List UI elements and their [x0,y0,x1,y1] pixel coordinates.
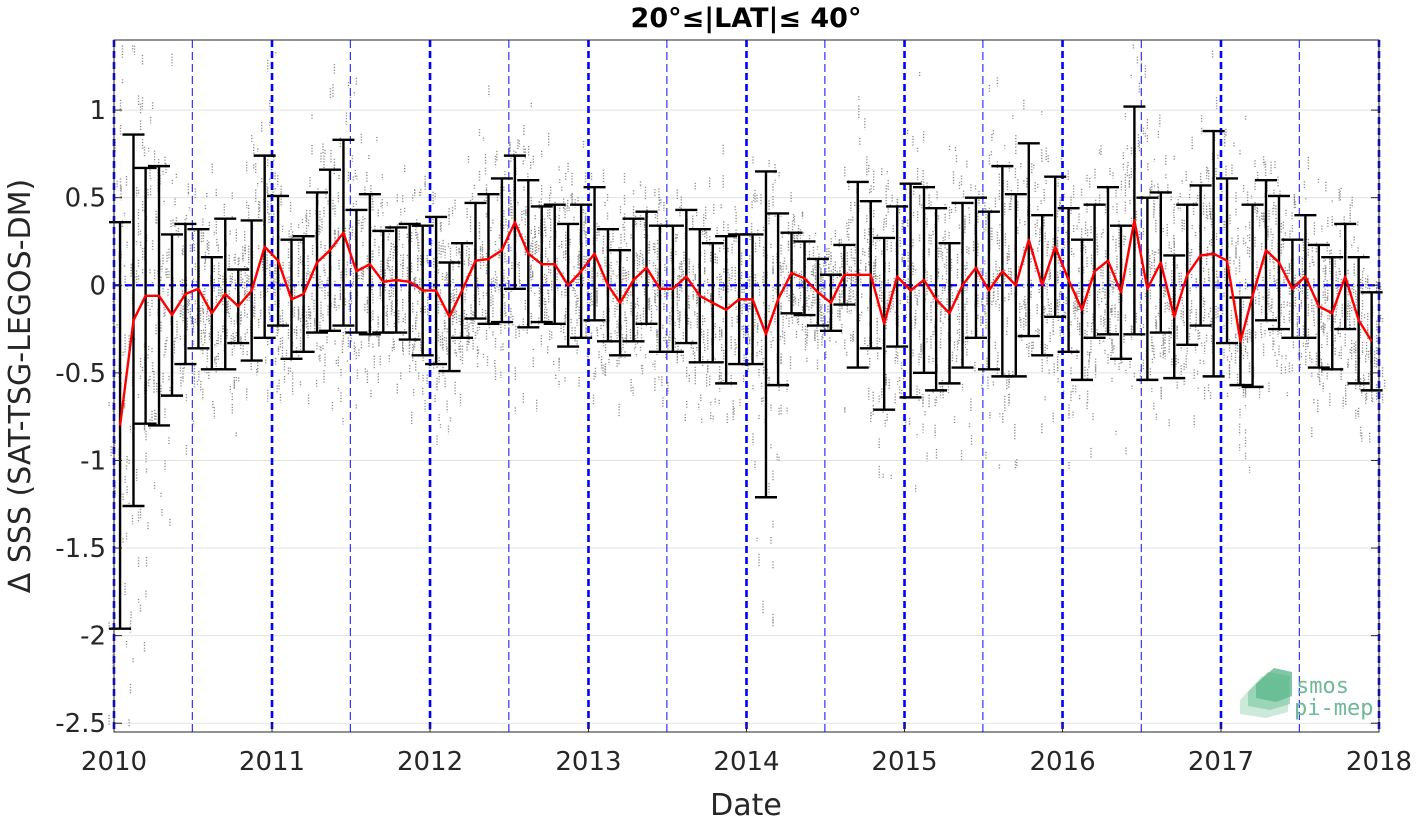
scatter-points [108,44,1386,727]
y-tick-label: 0.5 [65,184,106,214]
x-tick-label: 2014 [713,747,779,777]
y-tick-label: -2 [80,622,106,652]
scatter-cloud [108,44,1386,727]
logo-text-smos: smos [1296,674,1349,699]
x-axis-label: Date [710,788,782,818]
error-bar [109,220,132,630]
x-tick-label: 2016 [1029,747,1095,777]
y-tick-label: -1.5 [55,534,106,564]
x-tick-label: 2013 [555,747,621,777]
x-tick-label: 2012 [397,747,463,777]
x-tick-label: 2015 [871,747,937,777]
y-axis-label: Δ SSS (SAT-TSG-LEGOS-DM) [3,179,38,593]
y-tick-label: -2.5 [55,709,106,739]
y-axis: 1 0.5 0 -0.5 -1 -1.5 -2 -2.5 [55,96,1379,739]
logo-text-pimep: pi-mep [1294,696,1373,721]
smos-pimep-logo: smos pi-mep [1240,668,1373,721]
chart-title: 20°≤|LAT|≤ 40° [631,3,862,34]
y-tick-label: 1 [89,96,106,126]
x-axis: 2010 2011 2012 2013 2014 2015 2016 2017 2018 [81,724,1412,777]
x-tick-label: 2018 [1346,747,1412,777]
x-tick-label: 2010 [81,747,147,777]
x-tick-label: 2017 [1188,747,1254,777]
logo-waves-icon [1240,668,1292,718]
x-tick-label: 2011 [239,747,305,777]
mean-line-group [118,219,1373,426]
y-tick-label: 0 [89,271,106,301]
y-tick-label: -1 [80,446,106,476]
mean-line [118,219,1373,426]
y-tick-label: -0.5 [55,359,106,389]
